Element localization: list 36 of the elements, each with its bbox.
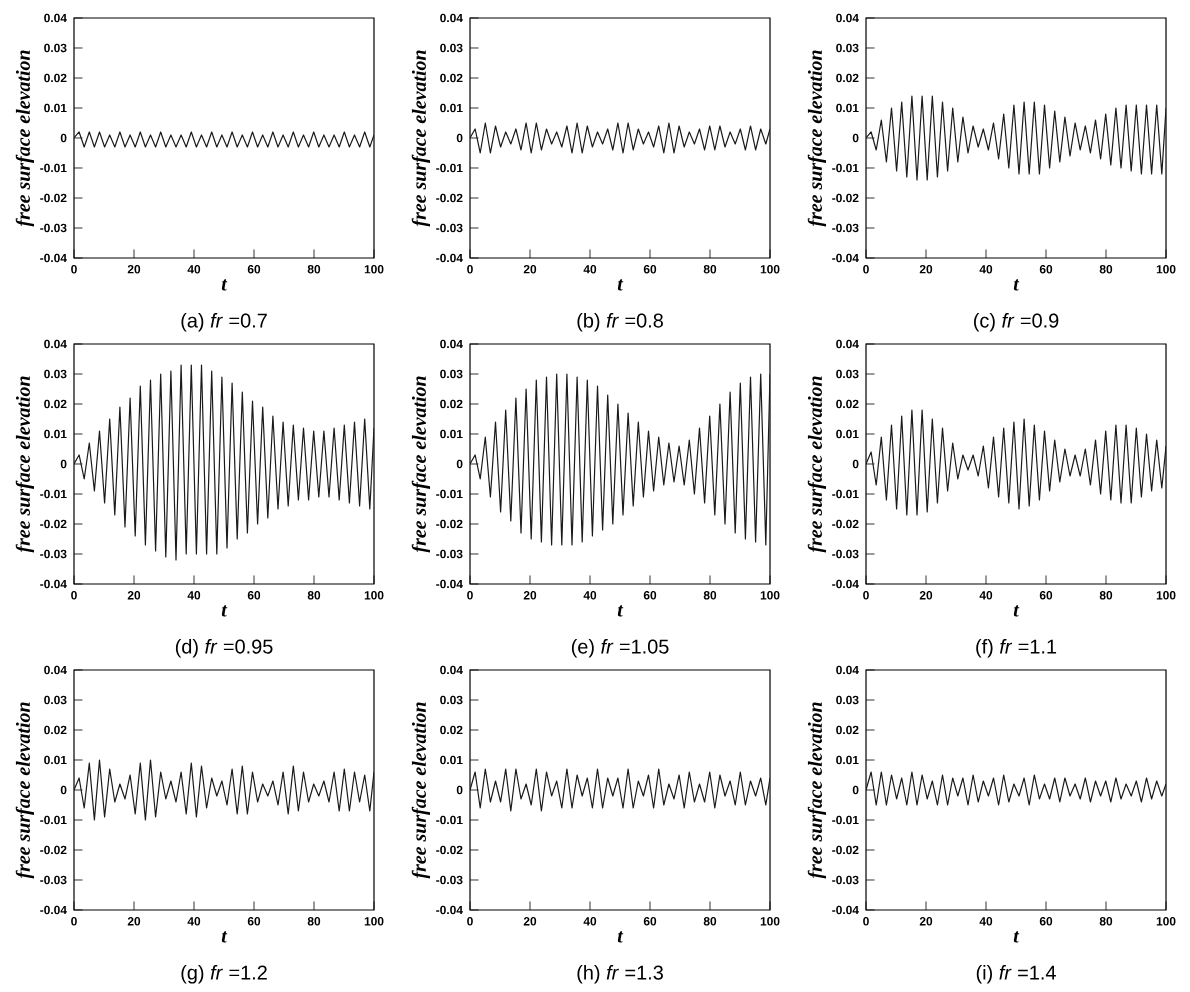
line-series [866, 409, 1167, 516]
y-axis-title: free surface elevation [411, 702, 431, 879]
x-axis-title: t [617, 279, 624, 291]
y-axis-title: free surface elevation [807, 376, 827, 553]
text: (e) fr =1.05 [571, 639, 669, 658]
x-axis-title: t [617, 605, 624, 617]
line-series [866, 771, 1167, 806]
text: (h) fr =1.3 [577, 965, 663, 984]
text: (d) fr =0.95 [175, 639, 273, 658]
line-series [470, 768, 771, 812]
y-axis-title: free surface elevation [15, 50, 35, 227]
line-series [470, 373, 771, 546]
x-axis-title: t [221, 279, 228, 291]
x-axis-title: t [1013, 605, 1020, 617]
x-axis-title: t [1013, 931, 1020, 943]
line-series [470, 122, 771, 154]
x-axis-title: t [221, 931, 228, 943]
text: (f) fr =1.1 [976, 639, 1057, 658]
y-axis-title: free surface elevation [411, 50, 431, 227]
x-axis-title: t [1013, 279, 1020, 291]
text: (b) fr =0.8 [577, 313, 663, 332]
line-series [866, 95, 1167, 181]
text: (i) fr =1.4 [976, 965, 1056, 984]
text: (a) fr =0.7 [181, 313, 267, 332]
y-axis-title: free surface elevation [15, 702, 35, 879]
x-axis-title: t [221, 605, 228, 617]
y-axis-title: free surface elevation [807, 50, 827, 227]
text: (g) fr =1.2 [181, 965, 267, 984]
line-series [74, 364, 374, 561]
y-axis-title: free surface elevation [15, 376, 35, 553]
x-axis-title: t [617, 931, 624, 943]
y-axis-title: free surface elevation [411, 376, 431, 553]
y-axis-title: free surface elevation [807, 702, 827, 879]
line-series [74, 759, 374, 821]
text: (c) fr =0.9 [974, 313, 1059, 332]
line-series [74, 131, 374, 148]
